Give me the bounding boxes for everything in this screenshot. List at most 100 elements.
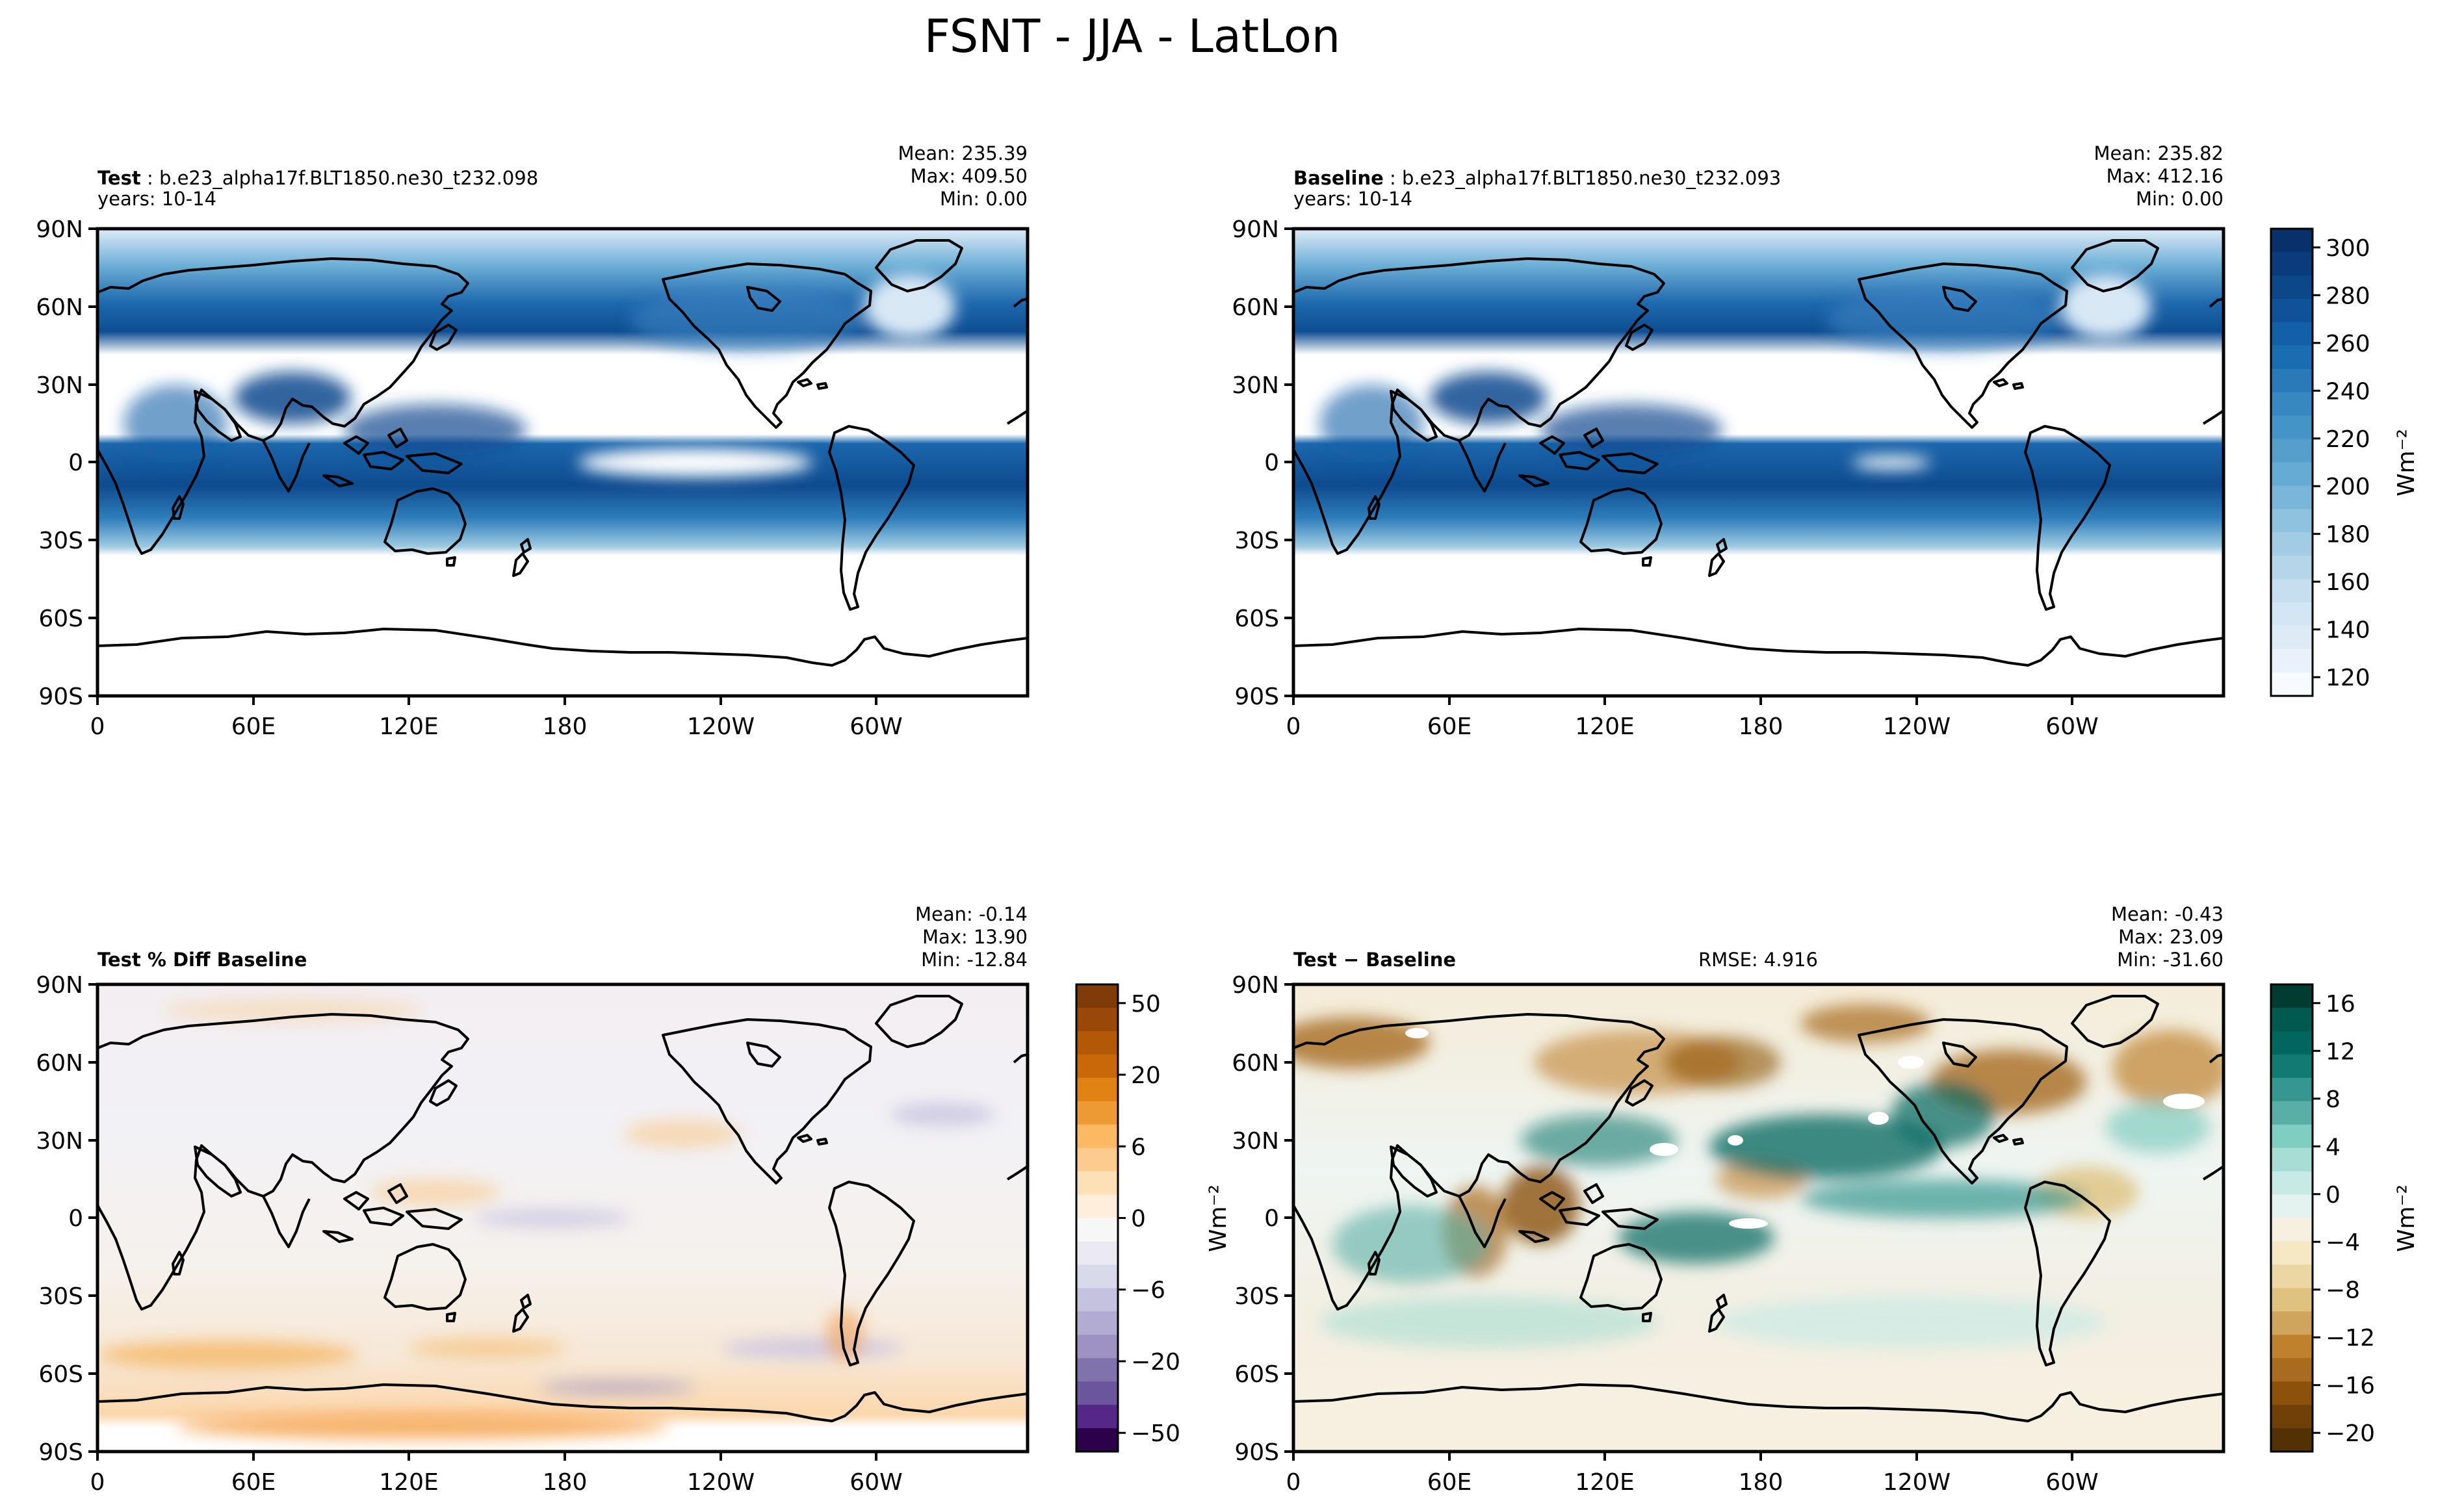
lat-tick: 60S — [1234, 606, 1279, 632]
lon-tick: 120W — [1883, 1469, 1951, 1496]
colorbar-swatch — [2271, 1077, 2313, 1102]
lat-tick: 0 — [1264, 1205, 1279, 1232]
lat-tick: 30S — [38, 528, 83, 554]
lon-tick: 180 — [1739, 713, 1783, 740]
colorbar-swatch — [1076, 1031, 1118, 1055]
colorbar-swatch — [2271, 439, 2313, 463]
lat-tick: 0 — [1264, 450, 1279, 476]
lat-tick: 30S — [1234, 528, 1279, 554]
lat-tick: 30S — [38, 1283, 83, 1310]
colorbar-swatch — [2271, 984, 2313, 1008]
lon-tick: 60W — [849, 713, 902, 740]
colorbar-top-label: Wm⁻² — [2393, 429, 2420, 496]
lon-tick: 60W — [849, 1469, 902, 1496]
colorbar-swatch — [1076, 1054, 1118, 1079]
colorbar-tick-label: 0 — [1131, 1206, 1146, 1233]
colorbar-tick-label: 200 — [2326, 474, 2370, 500]
colorbar-tick-label: 8 — [2326, 1086, 2341, 1113]
lat-tick: 90N — [36, 216, 83, 243]
panel-baseline: 90N 60N 30N 0 30S 60S 90S 0 60E 120E 180… — [1232, 142, 2225, 740]
colorbar-tick-label: −8 — [2326, 1277, 2360, 1304]
lon-tick: 0 — [1286, 713, 1301, 740]
colorbar-tick-label: −6 — [1131, 1277, 1165, 1304]
colorbar-pct-diff: 50 20 6 0 −6 −20 −50 — [1075, 983, 1180, 1453]
years-label: years: 10-14 — [1293, 188, 1412, 210]
lon-tick: 120W — [1883, 713, 1951, 740]
colorbar-swatch — [2271, 322, 2313, 346]
lon-tick: 60W — [2045, 1469, 2098, 1496]
colorbar-swatch — [2271, 1218, 2313, 1242]
figure-title: FSNT - JJA - LatLon — [924, 10, 1340, 63]
colorbar-swatch — [1076, 1335, 1118, 1359]
colorbar-frame — [2270, 227, 2314, 697]
colorbar-swatch — [2271, 532, 2313, 556]
colorbar-diff: 16 12 8 4 0 −4 −8 −12 −16 −20 — [2270, 983, 2375, 1453]
panel-label: Test − Baseline — [1293, 949, 1456, 971]
lon-tick: 0 — [90, 713, 105, 740]
panel-label: Baseline — [1293, 167, 1384, 189]
years-label: years: 10-14 — [97, 188, 216, 210]
lon-tick: 0 — [90, 1469, 105, 1496]
lat-tick: 90N — [1232, 216, 1279, 243]
lon-tick: 60W — [2045, 713, 2098, 740]
colorbar-swatch — [2271, 462, 2313, 487]
colorbar-tick-label: −20 — [1131, 1349, 1180, 1376]
colorbar-swatch — [1076, 1101, 1118, 1125]
colorbar-swatch — [2271, 1358, 2313, 1382]
panel-test: 90N 60N 30N 0 30S 60S 90S 0 60E 120E 180… — [36, 142, 1030, 740]
lat-tick: 90N — [1232, 972, 1279, 999]
lat-tick: 90S — [1234, 684, 1279, 710]
colorbar-swatch — [2271, 579, 2313, 603]
colorbar-swatch — [1076, 1358, 1118, 1382]
stat-min: Min: -12.84 — [921, 949, 1028, 971]
colorbar-swatch — [1076, 1171, 1118, 1196]
lat-tick: 30N — [36, 372, 83, 399]
colorbar-swatch — [2271, 1335, 2313, 1359]
colorbar-swatch — [2271, 1054, 2313, 1079]
lon-tick: 60E — [1427, 713, 1472, 740]
colorbar-tick-label: 120 — [2326, 665, 2370, 691]
lat-tick: 0 — [68, 1205, 83, 1232]
lon-tick: 60E — [231, 713, 276, 740]
colorbar-swatch — [2271, 345, 2313, 370]
colorbar-swatch — [1076, 1405, 1118, 1429]
colorbar-tick-label: 16 — [2326, 991, 2355, 1018]
colorbar-tick-label: 6 — [1131, 1134, 1146, 1160]
lat-tick: 60S — [38, 606, 83, 632]
colorbar-swatch — [2271, 1288, 2313, 1312]
colorbar-swatch — [2271, 1264, 2313, 1288]
colorbar-tick-label: 260 — [2326, 331, 2370, 357]
colorbar-swatch — [2271, 1101, 2313, 1125]
colorbar-top: 300 280 260 240 220 200 180 160 140 120 — [2270, 227, 2370, 697]
panel-pct-diff: 90N 60N 30N 0 30S 60S 90S 0 60E 120E 180… — [36, 903, 1030, 1496]
colorbar-tick-label: −50 — [1131, 1420, 1180, 1447]
stat-mean: Mean: 235.82 — [2094, 142, 2224, 164]
lat-tick: 60N — [36, 1050, 83, 1077]
colorbar-tick-label: 160 — [2326, 569, 2370, 596]
lat-tick: 30N — [36, 1128, 83, 1155]
colorbar-swatch — [1076, 1428, 1118, 1452]
colorbar-swatch — [1076, 1288, 1118, 1312]
lon-tick: 120E — [379, 1469, 438, 1496]
colorbar-swatch — [2271, 1241, 2313, 1265]
lat-tick: 60S — [38, 1361, 83, 1388]
lon-tick: 0 — [1286, 1469, 1301, 1496]
colorbar-swatch — [2271, 1194, 2313, 1219]
stat-mean: Mean: -0.43 — [2111, 903, 2224, 925]
colorbar-swatch — [2271, 1405, 2313, 1429]
rmse-label: RMSE: 4.916 — [1698, 949, 1818, 971]
lat-tick: 30N — [1232, 372, 1279, 399]
colorbar-swatch — [2271, 251, 2313, 276]
stat-max: Max: 13.90 — [922, 926, 1028, 948]
lat-tick: 90S — [38, 684, 83, 710]
lat-tick: 30N — [1232, 1128, 1279, 1155]
colorbar-swatch — [1076, 1007, 1118, 1032]
colorbar-tick-label: 20 — [1131, 1062, 1161, 1089]
lon-tick: 60E — [1427, 1469, 1472, 1496]
lon-tick: 120E — [1575, 713, 1634, 740]
colorbar-frame — [2270, 983, 2314, 1453]
colorbar-swatch — [2271, 275, 2313, 300]
colorbar-swatch — [2271, 229, 2313, 253]
case-name: b.e23_alpha17f.BLT1850.ne30_t232.093 — [1402, 167, 1781, 189]
